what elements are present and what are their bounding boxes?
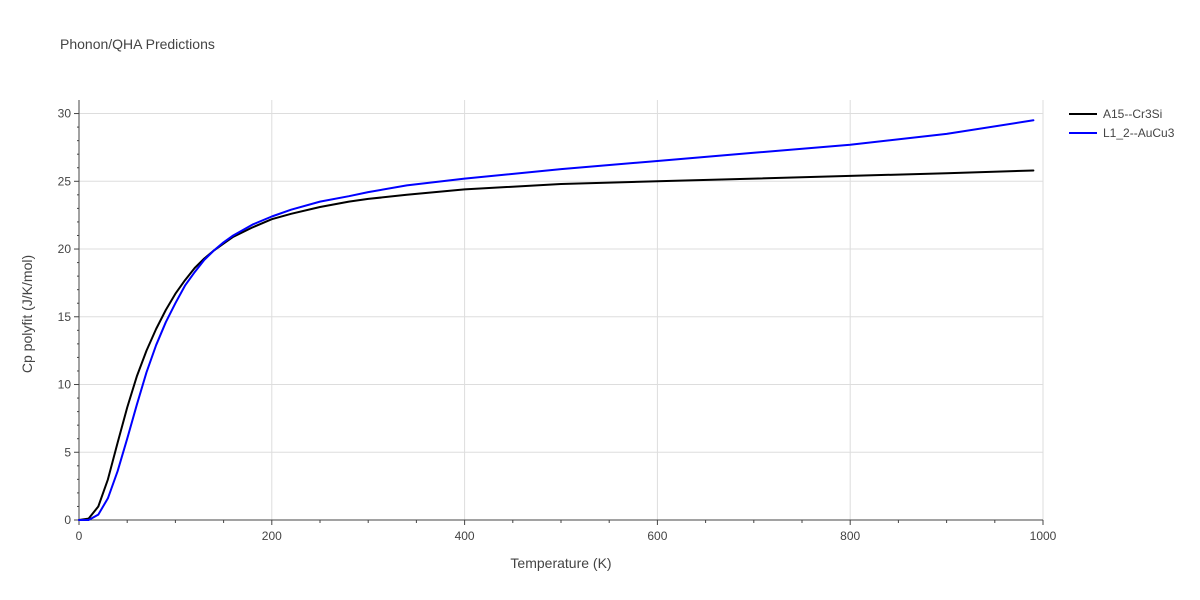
y-tick-label: 25 bbox=[58, 174, 72, 188]
x-tick-label: 1000 bbox=[1030, 529, 1057, 543]
x-axis-title: Temperature (K) bbox=[510, 555, 611, 571]
axes: 0 200 400 600 800 1000 0 5 10 15 20 25 30 bbox=[58, 100, 1057, 543]
series-line-1 bbox=[78, 119, 1035, 521]
legend[interactable]: A15--Cr3Si L1_2--AuCu3 bbox=[1069, 107, 1175, 140]
series-lines bbox=[78, 119, 1035, 521]
y-tick-label: 5 bbox=[64, 445, 71, 459]
x-tick-label: 600 bbox=[647, 529, 667, 543]
x-tick-label: 0 bbox=[76, 529, 83, 543]
x-tick-label: 400 bbox=[455, 529, 475, 543]
x-tick-label: 200 bbox=[262, 529, 282, 543]
y-tick-label: 30 bbox=[58, 107, 72, 121]
series-line-0 bbox=[78, 169, 1035, 521]
y-axis-title: Cp polyfit (J/K/mol) bbox=[19, 255, 35, 373]
y-tick-label: 0 bbox=[64, 513, 71, 527]
legend-label-0[interactable]: A15--Cr3Si bbox=[1103, 107, 1162, 121]
y-tick-label: 20 bbox=[58, 242, 72, 256]
grid-lines bbox=[79, 100, 1044, 520]
legend-label-1[interactable]: L1_2--AuCu3 bbox=[1103, 126, 1175, 140]
chart-title: Phonon/QHA Predictions bbox=[60, 36, 215, 52]
x-tick-label: 800 bbox=[840, 529, 860, 543]
y-tick-label: 15 bbox=[58, 310, 72, 324]
y-tick-label: 10 bbox=[58, 378, 72, 392]
